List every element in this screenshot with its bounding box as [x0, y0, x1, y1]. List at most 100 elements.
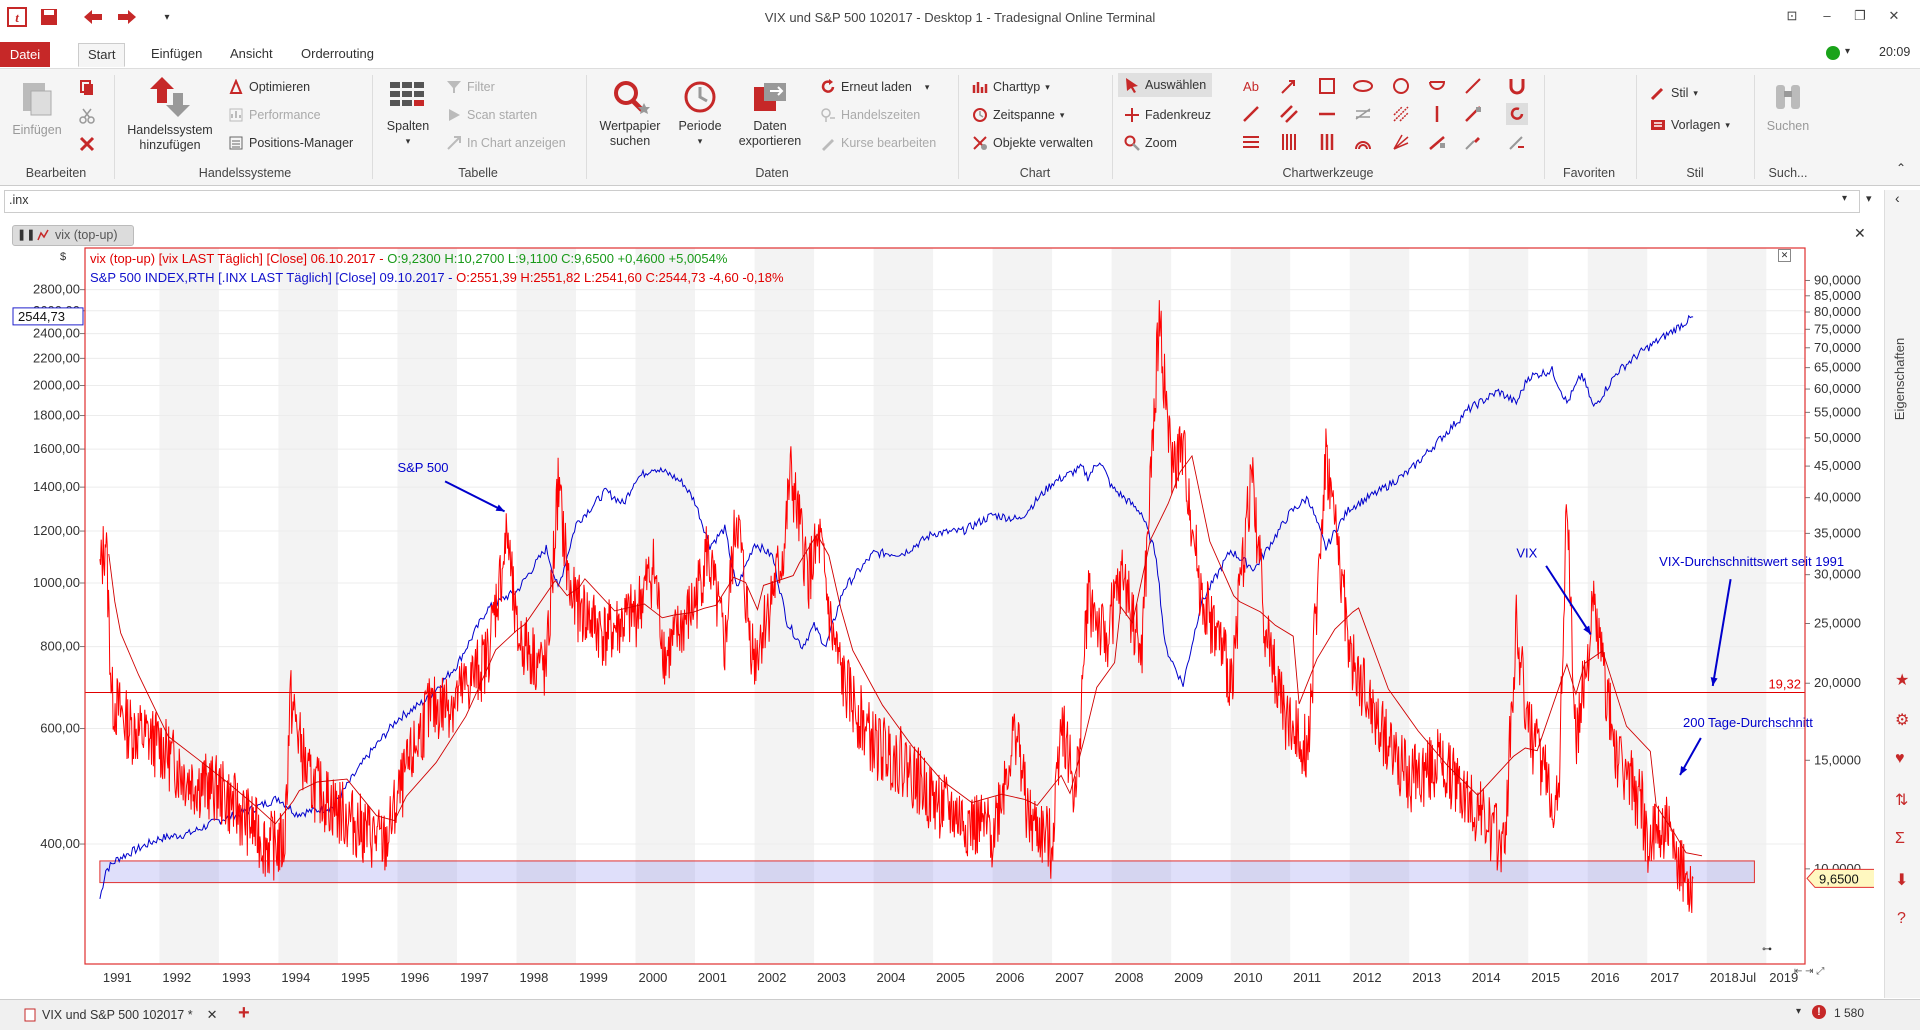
- close-pane-icon[interactable]: ✕: [1778, 249, 1791, 262]
- scroll-controls-icon[interactable]: ⇤ ⇥ ⤢: [1794, 966, 1825, 977]
- daten-exportieren-button[interactable]: Daten exportieren: [734, 79, 806, 149]
- favorite-check-icon[interactable]: ♥: [1895, 750, 1905, 767]
- stil-button[interactable]: Stil ▾: [1650, 83, 1698, 103]
- fib-arc-tool-icon[interactable]: [1352, 131, 1374, 153]
- charttyp-button[interactable]: Charttyp ▾: [972, 77, 1050, 97]
- kurse-bearbeiten-button[interactable]: Kurse bearbeiten: [820, 133, 936, 153]
- gann-tool-icon[interactable]: [1390, 131, 1412, 153]
- fibonacci-time-tool-icon[interactable]: [1278, 131, 1300, 153]
- einfuegen-button[interactable]: Einfügen: [8, 79, 66, 138]
- pause-icon[interactable]: ❚❚: [17, 229, 36, 241]
- help-icon[interactable]: ?: [1897, 910, 1906, 927]
- redo-arrow-icon[interactable]: [116, 6, 138, 28]
- close-chart-icon[interactable]: ✕: [1854, 225, 1866, 241]
- fadenkreuz-button[interactable]: Fadenkreuz: [1124, 105, 1211, 125]
- eraser-tool-icon[interactable]: [1506, 131, 1528, 153]
- zoom-controls-icon[interactable]: ⊶: [1762, 944, 1772, 955]
- fan-tool-icon[interactable]: [1390, 103, 1412, 125]
- notification-dropdown-icon[interactable]: ▾: [1796, 1006, 1802, 1017]
- freehand-tool-icon[interactable]: [1462, 75, 1484, 97]
- add-trading-system-icon: [150, 77, 190, 117]
- erneut-laden-button[interactable]: Erneut laden ▾: [820, 77, 929, 97]
- cross-lines-tool-icon[interactable]: [1352, 103, 1374, 125]
- tab-start[interactable]: Start: [78, 43, 126, 67]
- performance-button[interactable]: Performance: [228, 105, 321, 125]
- download-icon[interactable]: ⬇: [1895, 872, 1909, 889]
- sort-icon[interactable]: ⇅: [1895, 792, 1909, 809]
- delete-icon[interactable]: [76, 133, 98, 155]
- trendline-tool-icon[interactable]: [1240, 103, 1262, 125]
- scan-starten-button[interactable]: Scan starten: [446, 105, 537, 125]
- wertpapier-suchen-button[interactable]: Wertpapier suchen: [594, 79, 666, 149]
- error-icon[interactable]: !: [1812, 1005, 1826, 1019]
- collapse-ribbon-icon[interactable]: ⌃: [1896, 161, 1907, 175]
- pitchfork-tool-icon[interactable]: [1426, 131, 1448, 153]
- sum-icon[interactable]: Σ: [1895, 830, 1905, 847]
- annotation-arrow: [1711, 579, 1732, 687]
- copy-icon[interactable]: [76, 77, 98, 99]
- draw-tool-icon[interactable]: [1462, 131, 1484, 153]
- right-axis-label: 40,0000: [1814, 490, 1861, 505]
- optimieren-button[interactable]: Optimieren: [228, 77, 310, 97]
- separator: [586, 75, 587, 179]
- ray-tool-icon[interactable]: [1462, 103, 1484, 125]
- save-icon[interactable]: [38, 6, 60, 28]
- in-chart-anzeigen-button[interactable]: In Chart anzeigen: [446, 133, 566, 153]
- close-window-icon[interactable]: ✕: [1888, 8, 1900, 23]
- quick-access-dropdown-icon[interactable]: ▾: [164, 11, 170, 23]
- zeitspanne-button[interactable]: Zeitspanne ▾: [972, 105, 1064, 125]
- tab-einfuegen[interactable]: Einfügen: [151, 46, 203, 61]
- suchen-button[interactable]: Suchen: [1760, 79, 1816, 134]
- text-tool-icon[interactable]: Ab: [1243, 78, 1259, 94]
- properties-panel-label[interactable]: Eigenschaften: [1892, 337, 1907, 421]
- rectangle-tool-icon[interactable]: [1316, 75, 1338, 97]
- symbol-dropdown-icon[interactable]: ▾: [1842, 193, 1848, 204]
- positions-manager-button[interactable]: Positions-Manager: [228, 133, 353, 153]
- tab-datei[interactable]: Datei: [0, 42, 50, 67]
- add-document-icon[interactable]: +: [238, 1002, 250, 1024]
- chart-tab[interactable]: ❚❚ vix (top-up): [12, 225, 134, 246]
- auswaehlen-button[interactable]: Auswählen: [1118, 73, 1213, 97]
- left-axis-label: 600,00: [40, 721, 80, 736]
- tab-ansicht[interactable]: Ansicht: [230, 46, 273, 61]
- maximize-icon[interactable]: ❐: [1854, 8, 1866, 23]
- cycle-lines-tool-icon[interactable]: [1316, 131, 1338, 153]
- star-icon[interactable]: ★: [1895, 672, 1910, 689]
- magnet-icon[interactable]: [1506, 75, 1528, 97]
- rotate-tool-icon[interactable]: [1506, 103, 1528, 125]
- undo-arrow-icon[interactable]: [82, 6, 104, 28]
- symbol-dropdown-icon-2[interactable]: ▾: [1866, 193, 1872, 205]
- x-axis-label: 2006: [996, 970, 1025, 985]
- tab-orderrouting[interactable]: Orderrouting: [301, 46, 374, 61]
- objekte-verwalten-button[interactable]: Objekte verwalten: [972, 133, 1093, 153]
- vorlagen-button[interactable]: Vorlagen ▾: [1650, 115, 1730, 135]
- restore-ribbon-icon[interactable]: ⊡: [1786, 8, 1798, 23]
- handelszeiten-button[interactable]: Handelszeiten: [820, 105, 920, 125]
- fibonacci-tool-icon[interactable]: [1240, 131, 1262, 153]
- symbol-input[interactable]: .inx: [9, 193, 29, 207]
- channel-tool-icon[interactable]: [1278, 103, 1300, 125]
- chart-canvas[interactable]: 19,32 S&P 500 VIX VIX-Durchschnittswert se…: [12, 246, 1874, 988]
- horizontal-line-tool-icon[interactable]: [1316, 103, 1338, 125]
- circle-tool-icon[interactable]: [1390, 75, 1412, 97]
- filter-button[interactable]: Filter: [446, 77, 495, 97]
- vix-200d-average-line: [108, 454, 1703, 857]
- cut-icon[interactable]: [76, 105, 98, 127]
- minimize-icon[interactable]: –: [1823, 8, 1831, 23]
- status-dropdown-icon[interactable]: ▾: [1845, 46, 1851, 57]
- arc-tool-icon[interactable]: [1426, 75, 1448, 97]
- legend-spx[interactable]: S&P 500 INDEX,RTH [.INX LAST Täglich] [C…: [90, 270, 784, 285]
- close-document-icon[interactable]: ✕: [206, 1007, 218, 1022]
- vertical-line-tool-icon[interactable]: [1426, 103, 1448, 125]
- connection-status-icon[interactable]: [1826, 46, 1840, 60]
- arrow-tool-icon[interactable]: [1278, 75, 1300, 97]
- spalten-button[interactable]: Spalten ▾: [380, 79, 436, 149]
- ellipse-tool-icon[interactable]: [1352, 75, 1374, 97]
- collapse-sidebar-icon[interactable]: ‹: [1895, 190, 1900, 206]
- gear-icon[interactable]: ⚙: [1895, 712, 1910, 729]
- periode-button[interactable]: Periode ▾: [672, 79, 728, 149]
- handelssystem-hinzufuegen-button[interactable]: Handelssystem hinzufügen: [122, 75, 218, 153]
- document-tab[interactable]: VIX und S&P 500 102017 * ✕: [20, 1004, 222, 1026]
- legend-vix[interactable]: vix (top-up) [vix LAST Täglich] [Close] …: [90, 251, 727, 266]
- zoom-button[interactable]: Zoom: [1124, 133, 1177, 153]
